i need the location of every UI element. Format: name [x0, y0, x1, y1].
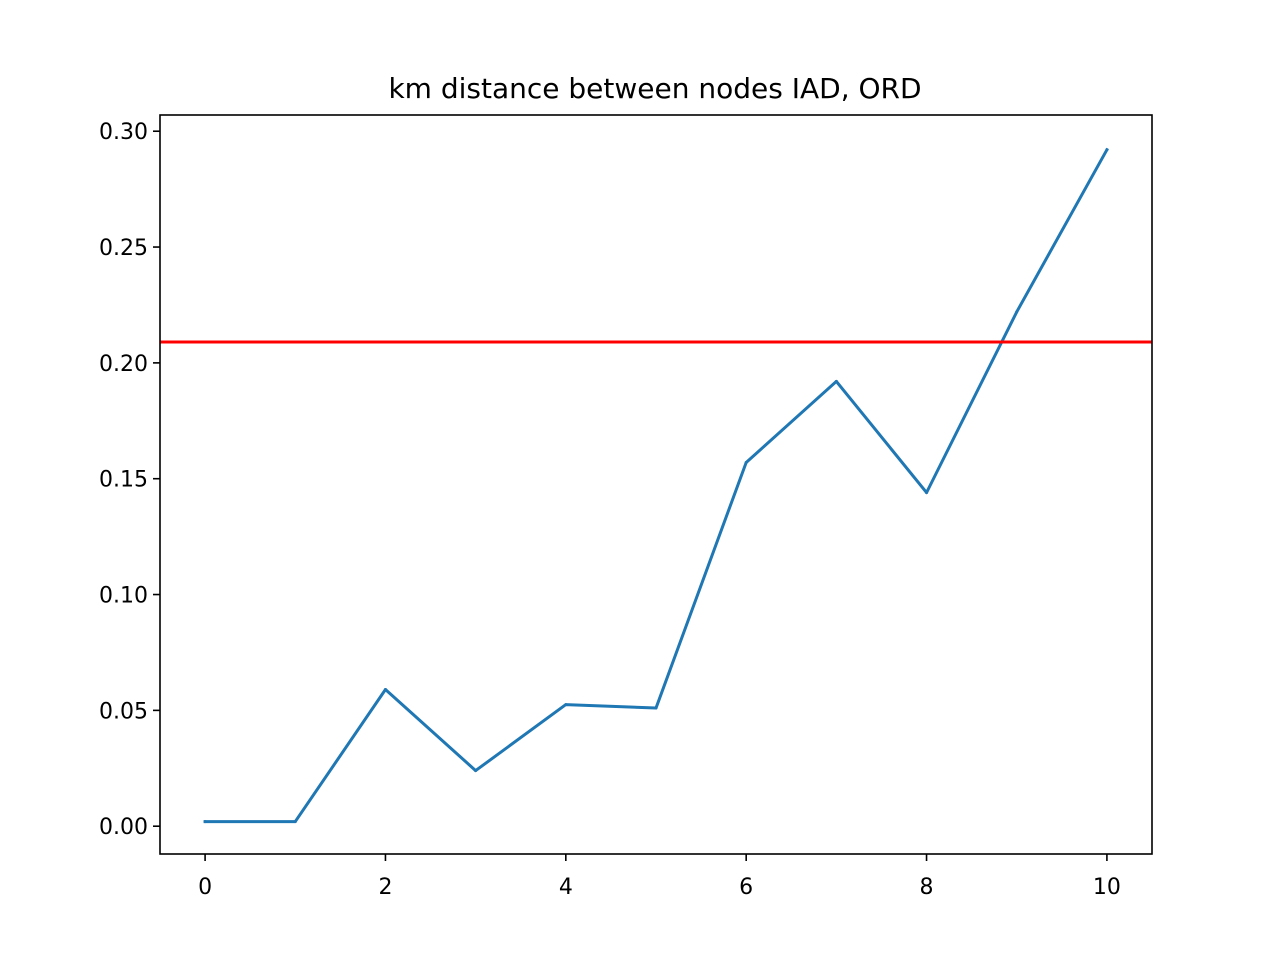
y-tick-label: 0.10 [99, 584, 148, 609]
data-point [925, 491, 929, 495]
x-axis: 0 2 4 6 8 10 [198, 854, 1121, 900]
data-point [383, 688, 387, 692]
y-tick-label: 0.05 [99, 699, 148, 724]
x-tick-label: 6 [739, 875, 753, 900]
data-point [834, 379, 838, 383]
data-point [203, 820, 207, 824]
chart-title: km distance between nodes IAD, ORD [388, 72, 921, 105]
y-tick-label: 0.15 [99, 468, 148, 493]
data-point [744, 460, 748, 464]
data-point [1105, 148, 1109, 152]
x-tick-label: 0 [198, 875, 212, 900]
y-axis: 0.00 0.05 0.10 0.15 0.20 0.25 0.30 [99, 120, 160, 840]
data-point [474, 769, 478, 773]
y-tick-label: 0.00 [99, 815, 148, 840]
data-point [1015, 310, 1019, 314]
axes-frame [159, 114, 1153, 855]
y-tick-label: 0.20 [99, 352, 148, 377]
y-tick-label: 0.30 [99, 120, 148, 145]
data-point [293, 820, 297, 824]
y-tick-label: 0.25 [99, 236, 148, 261]
x-tick-label: 2 [378, 875, 392, 900]
x-tick-label: 8 [920, 875, 934, 900]
data-point [654, 706, 658, 710]
x-tick-label: 4 [559, 875, 573, 900]
plot-area [160, 147, 1152, 824]
data-point [564, 703, 568, 707]
x-tick-label: 10 [1093, 875, 1121, 900]
